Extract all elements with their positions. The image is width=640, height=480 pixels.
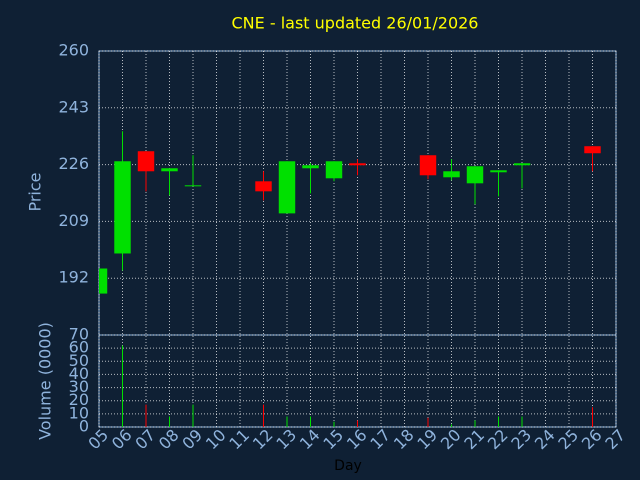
volume-tick-label: 40 bbox=[69, 364, 89, 383]
candle-body bbox=[490, 170, 507, 173]
volume-tick-label: 70 bbox=[69, 325, 89, 344]
candle-body bbox=[99, 268, 108, 294]
volume-tick-label: 10 bbox=[69, 403, 89, 422]
candle-body bbox=[584, 146, 601, 154]
y-tick-label: 243 bbox=[58, 97, 89, 116]
candle-body bbox=[184, 185, 202, 187]
volume-tick-label: 20 bbox=[69, 390, 89, 409]
candle-body bbox=[443, 171, 460, 178]
chart-title: CNE - last updated 26/01/2026 bbox=[232, 14, 479, 33]
candle-body bbox=[325, 161, 343, 179]
y-tick-label: 226 bbox=[58, 154, 89, 173]
y-tick-label: 260 bbox=[58, 41, 89, 60]
candle-body bbox=[137, 151, 155, 172]
y-axis-label: Price bbox=[26, 172, 45, 211]
candle-body bbox=[513, 163, 531, 166]
x-tick-label: 27 bbox=[601, 425, 629, 453]
y-tick-label: 192 bbox=[58, 268, 89, 287]
y-tick-label: 209 bbox=[58, 211, 89, 230]
volume-tick-label: 60 bbox=[69, 338, 89, 357]
volume-axis-label: Volume (0000) bbox=[36, 322, 55, 440]
candle-body bbox=[161, 168, 178, 172]
candle-body bbox=[302, 165, 319, 169]
volume-tick-label: 30 bbox=[69, 377, 89, 396]
x-axis-label: Day bbox=[334, 458, 362, 474]
candle-body bbox=[349, 163, 366, 166]
candle-body bbox=[255, 181, 272, 192]
candle-body bbox=[419, 155, 437, 176]
candle-body bbox=[466, 166, 484, 184]
volume-tick-label: 0 bbox=[79, 417, 89, 436]
volume-tick-label: 50 bbox=[69, 351, 89, 370]
candle-body bbox=[278, 161, 296, 214]
candle-body bbox=[114, 161, 131, 254]
